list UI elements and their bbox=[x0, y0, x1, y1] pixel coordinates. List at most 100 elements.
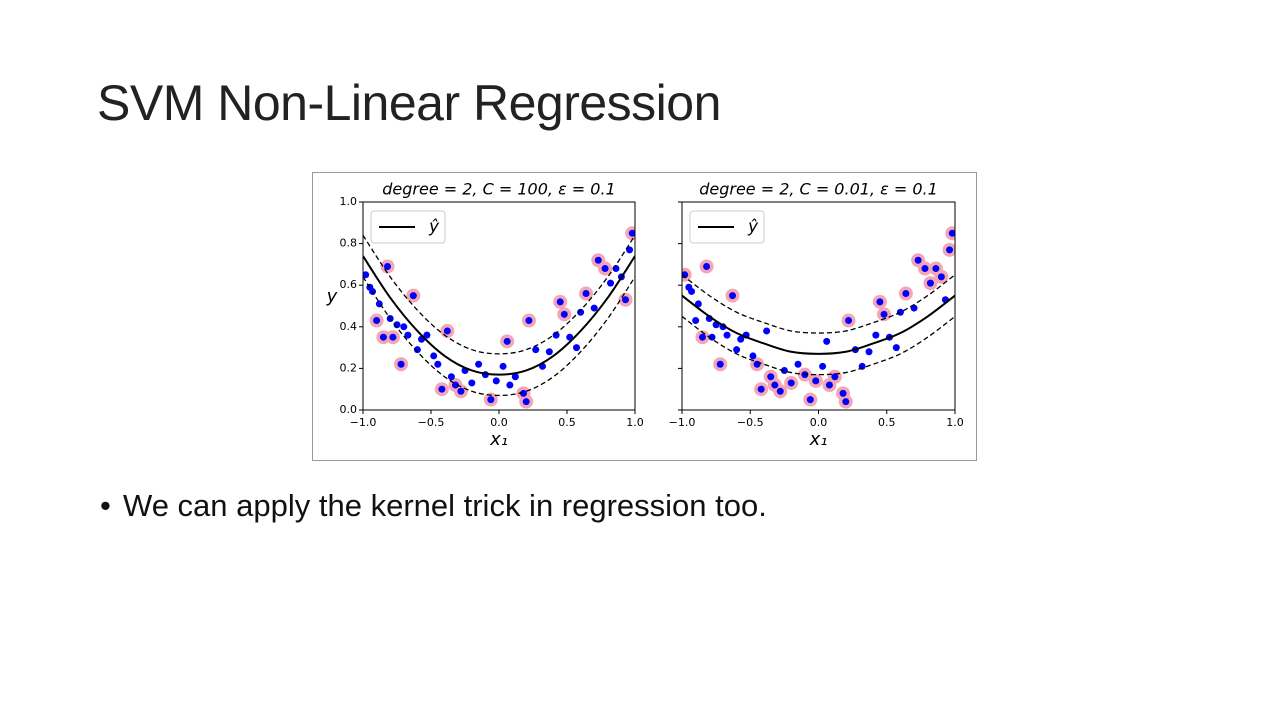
plot-area bbox=[682, 226, 955, 409]
y-axis-label: y bbox=[326, 286, 338, 307]
data-point bbox=[522, 398, 530, 406]
data-point bbox=[921, 265, 929, 273]
data-point bbox=[946, 246, 954, 254]
data-point bbox=[845, 317, 853, 325]
data-point bbox=[839, 389, 847, 397]
data-point bbox=[434, 360, 442, 368]
data-point bbox=[926, 279, 934, 287]
prediction-line bbox=[363, 255, 635, 376]
data-point bbox=[698, 333, 706, 341]
x-tick-label: 1.0 bbox=[946, 416, 964, 429]
x-tick-label: 0.5 bbox=[878, 416, 896, 429]
data-point bbox=[607, 279, 615, 287]
data-point bbox=[694, 300, 702, 308]
data-point bbox=[594, 256, 602, 264]
bullet: We can apply the kernel trick in regress… bbox=[100, 488, 767, 524]
data-point bbox=[511, 373, 519, 381]
data-point bbox=[716, 360, 724, 368]
prediction-line bbox=[682, 294, 955, 355]
data-point bbox=[577, 308, 585, 316]
data-point bbox=[872, 331, 880, 339]
margin-line bbox=[682, 274, 955, 334]
data-point bbox=[763, 327, 771, 335]
data-point bbox=[506, 381, 514, 389]
data-point bbox=[560, 310, 568, 318]
data-point bbox=[757, 385, 765, 393]
data-point bbox=[948, 229, 955, 237]
data-point bbox=[819, 362, 827, 370]
data-point bbox=[556, 298, 564, 306]
data-point bbox=[404, 331, 412, 339]
data-point bbox=[880, 310, 888, 318]
data-point bbox=[397, 360, 405, 368]
data-point bbox=[430, 352, 438, 360]
data-point bbox=[545, 348, 553, 356]
data-point bbox=[865, 348, 873, 356]
bullet-list: We can apply the kernel trick in regress… bbox=[100, 488, 767, 524]
y-tick-label: 0.8 bbox=[340, 237, 358, 250]
data-point bbox=[590, 304, 598, 312]
x-tick-label: −0.5 bbox=[418, 416, 445, 429]
data-point bbox=[737, 335, 745, 343]
data-point bbox=[519, 389, 527, 397]
data-point bbox=[492, 377, 500, 385]
y-tick-label: 1.0 bbox=[340, 195, 358, 208]
x-tick-label: 0.5 bbox=[558, 416, 576, 429]
data-point bbox=[771, 381, 779, 389]
data-point bbox=[692, 317, 700, 325]
data-point bbox=[812, 377, 820, 385]
x-tick-label: −0.5 bbox=[737, 416, 764, 429]
legend-label: ŷ bbox=[747, 217, 759, 237]
data-point bbox=[688, 287, 696, 295]
y-tick-label: 0.6 bbox=[340, 278, 358, 291]
data-point bbox=[438, 385, 446, 393]
data-point bbox=[733, 346, 741, 354]
x-tick-label: 0.0 bbox=[490, 416, 508, 429]
data-point bbox=[423, 331, 431, 339]
data-point bbox=[892, 344, 900, 352]
slide-title: SVM Non-Linear Regression bbox=[97, 75, 721, 131]
data-point bbox=[503, 337, 511, 345]
data-point bbox=[383, 262, 391, 270]
legend-label: ŷ bbox=[428, 217, 440, 237]
data-point bbox=[379, 333, 387, 341]
data-point bbox=[621, 296, 629, 304]
data-point bbox=[876, 298, 884, 306]
x-tick-label: 0.0 bbox=[810, 416, 828, 429]
data-point bbox=[914, 256, 922, 264]
data-point bbox=[937, 273, 945, 281]
data-point bbox=[825, 381, 833, 389]
y-tick-label: 0.0 bbox=[340, 403, 358, 416]
data-point bbox=[628, 229, 635, 237]
data-point bbox=[767, 373, 775, 381]
data-point bbox=[794, 360, 802, 368]
data-point bbox=[749, 352, 757, 360]
data-point bbox=[373, 317, 381, 325]
data-point bbox=[776, 387, 784, 395]
plot-area bbox=[363, 226, 635, 409]
data-point bbox=[831, 373, 839, 381]
data-point bbox=[601, 265, 609, 273]
data-point bbox=[393, 321, 401, 329]
x-tick-label: 1.0 bbox=[626, 416, 644, 429]
data-point bbox=[443, 327, 451, 335]
x-tick-label: −1.0 bbox=[669, 416, 696, 429]
data-point bbox=[842, 398, 850, 406]
margin-line bbox=[682, 315, 955, 376]
data-point bbox=[708, 333, 716, 341]
x-axis-label: x₁ bbox=[809, 429, 828, 450]
data-point bbox=[823, 337, 831, 345]
data-point bbox=[475, 360, 483, 368]
data-point bbox=[468, 379, 476, 387]
data-point bbox=[499, 362, 507, 370]
data-point bbox=[573, 344, 581, 352]
data-point bbox=[457, 387, 465, 395]
chart-title: degree = 2, C = 100, ε = 0.1 bbox=[382, 180, 615, 199]
data-point bbox=[552, 331, 560, 339]
data-point bbox=[723, 331, 731, 339]
data-point bbox=[582, 290, 590, 298]
data-point bbox=[413, 346, 421, 354]
x-tick-label: −1.0 bbox=[350, 416, 377, 429]
